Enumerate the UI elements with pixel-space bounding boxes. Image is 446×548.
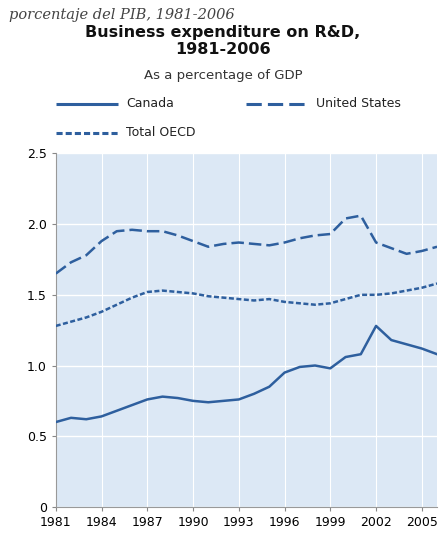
Text: porcentaje del PIB, 1981-2006: porcentaje del PIB, 1981-2006 (9, 8, 235, 22)
Text: As a percentage of GDP: As a percentage of GDP (144, 68, 302, 82)
Text: Total OECD: Total OECD (126, 126, 196, 139)
Text: Canada: Canada (126, 98, 174, 110)
Text: United States: United States (316, 98, 401, 110)
Text: Business expenditure on R&D,
1981-2006: Business expenditure on R&D, 1981-2006 (85, 25, 361, 57)
